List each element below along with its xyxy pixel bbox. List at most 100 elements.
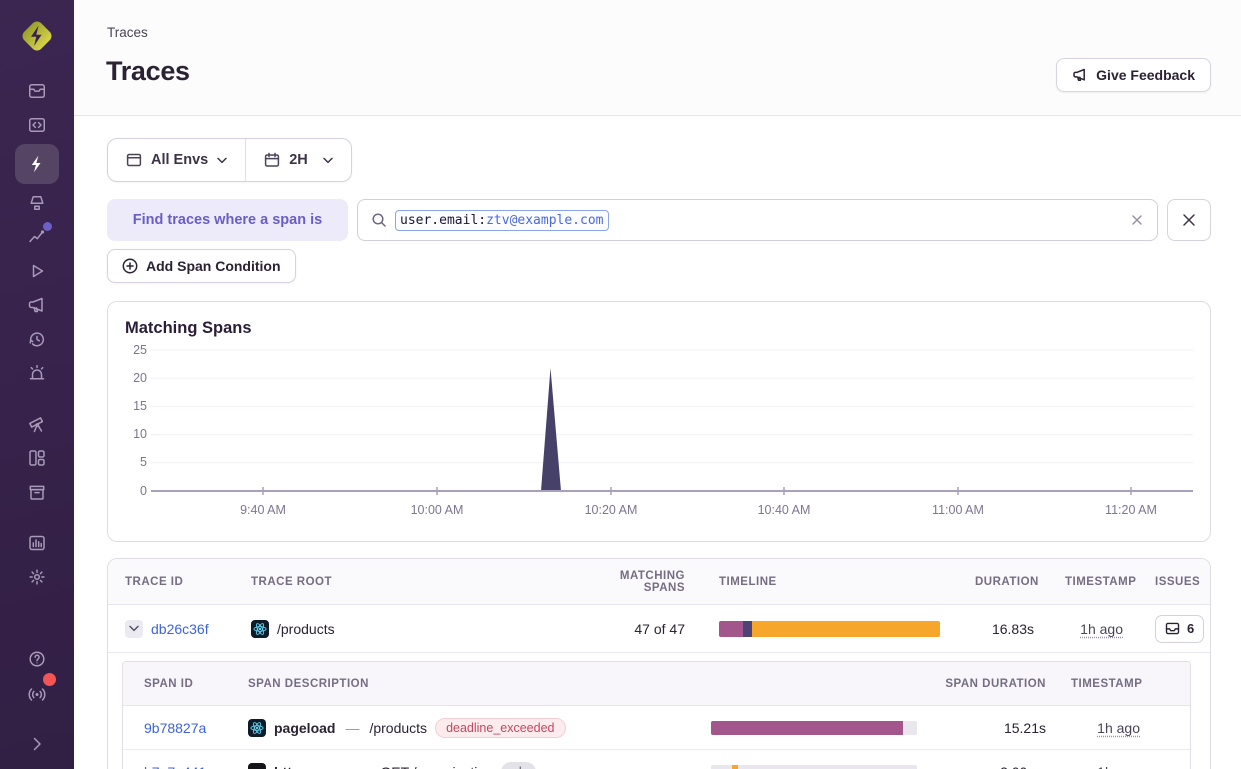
calendar-icon: [265, 152, 280, 167]
page-title: Traces: [106, 56, 190, 86]
span-id-link[interactable]: b7a7e441: [144, 764, 206, 769]
y-tick-label: 20: [133, 371, 147, 385]
sidebar-item-whats-new[interactable]: [15, 673, 59, 710]
timeline-segment: [719, 620, 744, 637]
col-span-id: SPAN ID: [144, 677, 194, 690]
col-issues: ISSUES: [1155, 575, 1201, 588]
notification-dot: [43, 673, 56, 686]
archive-box-icon: [29, 485, 45, 500]
span-timestamp: 1h ago: [1097, 764, 1140, 769]
col-trace-id: TRACE ID: [125, 575, 184, 588]
finder-label: Find traces where a span is: [107, 199, 348, 241]
sidebar: [0, 0, 74, 769]
sidebar-item-issues[interactable]: [15, 74, 59, 108]
matching-spans-chart: 25 20 15 10 5 0: [133, 343, 1193, 517]
breadcrumb[interactable]: Traces: [107, 25, 148, 40]
play-icon: [32, 264, 44, 278]
main-area: Traces Traces Give Feedback All Envs 2H: [74, 0, 1241, 769]
sidebar-item-alerts[interactable]: [15, 356, 59, 390]
spans-subtable: SPAN ID SPAN DESCRIPTION SPAN DURATION T…: [122, 661, 1191, 769]
col-span-description: SPAN DESCRIPTION: [248, 677, 369, 690]
sidebar-item-releases[interactable]: [15, 475, 59, 509]
span-status-badge: deadline_exceeded: [435, 717, 566, 738]
dashboard-icon: [29, 450, 45, 466]
matching-spans-panel: Matching Spans 25 20 15 10: [107, 301, 1211, 542]
y-tick-label: 5: [140, 455, 147, 469]
sentry-logo[interactable]: [18, 17, 56, 55]
issues-inbox-icon: [1165, 622, 1180, 635]
sidebar-item-metrics[interactable]: [15, 220, 59, 254]
environment-filter-label: All Envs: [151, 152, 209, 168]
search-icon: [372, 213, 386, 227]
sidebar-item-performance[interactable]: [15, 144, 59, 184]
express-platform-icon: ex: [248, 762, 266, 769]
react-platform-icon: [248, 718, 266, 737]
trace-root-label: /products: [277, 620, 335, 637]
x-tick-label: 9:40 AM: [240, 503, 286, 517]
telescope-icon: [29, 417, 44, 433]
sidebar-item-discover[interactable]: [15, 407, 59, 441]
span-search-input[interactable]: user.email: ztv@example.com: [357, 199, 1158, 241]
separator: —: [345, 719, 360, 736]
sidebar-item-help[interactable]: [15, 642, 59, 676]
y-tick-label: 10: [133, 427, 147, 441]
siren-icon: [29, 364, 45, 380]
spans-table-header: SPAN ID SPAN DESCRIPTION SPAN DURATION T…: [123, 662, 1190, 706]
sidebar-item-profiling[interactable]: [15, 186, 59, 220]
x-tick-label: 11:00 AM: [932, 503, 984, 517]
token-key: user.email:: [400, 212, 487, 228]
close-icon: [1183, 214, 1195, 226]
spike-area: [541, 368, 561, 491]
metrics-chart-icon: [29, 230, 45, 243]
trace-issues-button[interactable]: 6: [1155, 614, 1205, 643]
environment-filter[interactable]: All Envs: [108, 139, 245, 181]
date-range-filter[interactable]: 2H: [246, 139, 351, 181]
give-feedback-button[interactable]: Give Feedback: [1056, 58, 1211, 92]
span-description: GET /organization: [380, 764, 493, 769]
trace-id-link[interactable]: db26c36f: [151, 620, 209, 637]
profiling-icon: [30, 196, 44, 210]
col-matching-spans: MATCHING SPANS: [619, 569, 685, 594]
matching-spans-count: 47 of 47: [634, 620, 685, 637]
x-tick-label: 10:00 AM: [411, 503, 464, 517]
trace-row: db26c36f /products 47 of 47: [108, 605, 1210, 653]
x-tick-label: 10:40 AM: [758, 503, 811, 517]
react-platform-icon: [251, 619, 269, 638]
sidebar-item-settings[interactable]: [15, 560, 59, 594]
sidebar-item-projects[interactable]: [15, 108, 59, 142]
gear-icon: [29, 569, 45, 585]
separator: —: [354, 764, 372, 769]
collapse-sidebar-button[interactable]: [15, 727, 59, 761]
plus-circle-icon: [122, 258, 138, 274]
span-duration-fill: [731, 764, 738, 769]
sidebar-item-replays[interactable]: [15, 254, 59, 288]
window-icon: [126, 153, 142, 167]
trace-timestamp: 1h ago: [1080, 620, 1123, 637]
span-id-link[interactable]: 9b78827a: [144, 719, 207, 736]
remove-condition-button[interactable]: [1167, 199, 1211, 241]
clear-search-icon[interactable]: [1130, 213, 1144, 227]
col-trace-root: TRACE ROOT: [251, 575, 333, 588]
sidebar-item-dashboards[interactable]: [15, 441, 59, 475]
sidebar-item-feedback[interactable]: [15, 288, 59, 322]
col-duration: DURATION: [975, 575, 1039, 588]
add-span-condition-button[interactable]: Add Span Condition: [107, 249, 296, 283]
timeline-segment: [752, 620, 940, 637]
traces-table: TRACE ID TRACE ROOT MATCHING SPANS TIMEL…: [107, 558, 1211, 769]
sidebar-item-stats[interactable]: [15, 526, 59, 560]
y-tick-label: 0: [140, 484, 147, 498]
x-tick-label: 10:20 AM: [585, 503, 638, 517]
x-tick-label: 11:20 AM: [1105, 503, 1157, 517]
token-value: ztv@example.com: [486, 212, 604, 228]
trace-timeline-bar: [719, 620, 940, 637]
megaphone-icon: [28, 297, 43, 313]
collapse-trace-button[interactable]: [125, 619, 143, 638]
y-tick-label: 15: [133, 399, 147, 413]
sidebar-nav: [15, 74, 59, 594]
sidebar-item-crons[interactable]: [15, 322, 59, 356]
span-timestamp: 1h ago: [1097, 719, 1140, 736]
span-op: http.server: [274, 764, 346, 769]
search-query-token[interactable]: user.email: ztv@example.com: [395, 209, 609, 231]
col-timeline: TIMELINE: [719, 575, 777, 588]
